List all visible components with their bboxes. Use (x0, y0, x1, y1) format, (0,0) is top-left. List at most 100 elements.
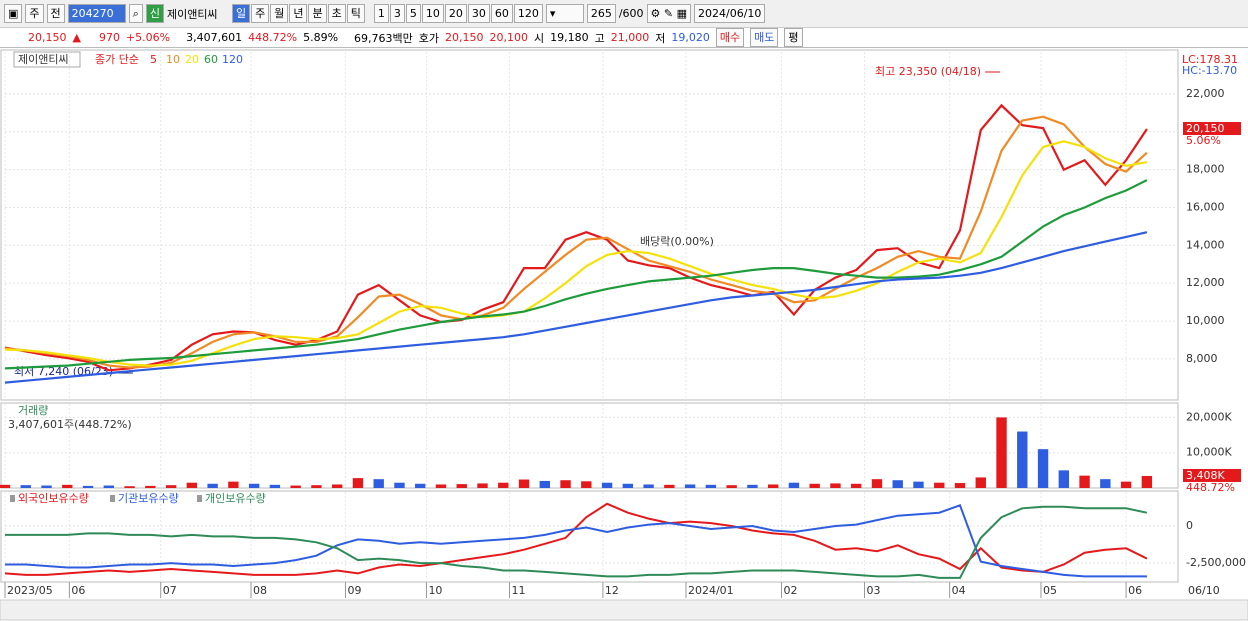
buy-button[interactable]: 매수 (715, 28, 745, 47)
amount: 69,763백만 (354, 31, 413, 45)
x-tick-label: 04 (952, 584, 966, 597)
sell-button[interactable]: 매도 (750, 28, 779, 47)
volume-bar (975, 477, 986, 488)
legend-name: 제이앤티씨 (18, 53, 69, 66)
volume-bar (456, 484, 467, 488)
interval-group: 1 3 5 10 20 30 60 120 (373, 4, 543, 23)
volume-bar (726, 485, 737, 488)
badge: 신 (145, 4, 164, 23)
interval-button[interactable]: 30 (467, 4, 490, 23)
search-icon[interactable]: ⌕ (128, 4, 143, 23)
volume-bar (1037, 449, 1049, 488)
count-max: /600 (618, 7, 644, 20)
interval-button[interactable]: 1 (373, 4, 389, 23)
hc-label: HC:-13.70 (1182, 64, 1237, 77)
bid: 20,100 (489, 31, 529, 44)
volume-bar (82, 485, 94, 488)
volume-bar (165, 485, 177, 488)
volume-bar (145, 485, 156, 488)
interval-button[interactable]: 60 (490, 4, 513, 23)
volume-bar (809, 483, 820, 488)
interval-button[interactable]: 5 (405, 4, 421, 23)
value-tag-bg (1183, 468, 1241, 482)
legend-label: 20 (185, 53, 199, 66)
volume-bar (934, 482, 945, 488)
interval-button[interactable]: 3 (389, 4, 405, 23)
volume-bar (103, 485, 114, 488)
volume-bar (248, 483, 260, 488)
menu-icon[interactable]: ▣ (4, 4, 23, 23)
volume-subtitle: 3,407,601주(448.72%) (8, 418, 132, 431)
rate: +5.06% (125, 31, 171, 44)
volume-bar (767, 484, 779, 488)
y-tick-label: 10,000K (1186, 446, 1232, 459)
period-button[interactable]: 월 (270, 4, 289, 23)
price-tag: 20,150 (1186, 122, 1225, 135)
legend-prefix: 종가 단순 (95, 53, 139, 66)
period-button[interactable]: 주 (251, 4, 270, 23)
y-tick-label: 20,000 (1186, 125, 1225, 138)
low-annotation: 최저 7,240 (06/23) (14, 365, 113, 378)
price: 20,150 (28, 31, 67, 44)
series-line (4, 179, 1148, 370)
volume-bar (871, 479, 883, 488)
volume-bar (747, 484, 758, 488)
x-tick-label: 07 (163, 584, 177, 597)
volume-bar (290, 485, 301, 488)
legend-label: 외국인보유수량 (18, 492, 89, 505)
period-button[interactable]: 일 (231, 4, 251, 23)
avg-button[interactable]: 평 (784, 28, 803, 47)
volume-bar (41, 485, 52, 488)
legend-swatch (110, 495, 115, 502)
volume-bar (581, 481, 592, 488)
series-line (5, 504, 1147, 578)
y-tick-label: 14,000 (1186, 238, 1225, 251)
dropdown[interactable]: ▾ (545, 4, 584, 23)
volume-bar (851, 483, 862, 488)
y-tick-label: 12,000 (1186, 276, 1225, 289)
volume-title: 거래량 (18, 404, 48, 417)
change: 970 (98, 31, 120, 44)
volume-bar (62, 484, 73, 488)
interval-button[interactable]: 120 (513, 4, 543, 23)
period-button[interactable]: 틱 (346, 4, 365, 23)
rate-tag: 448.72% (1186, 481, 1235, 494)
interval-button[interactable]: 20 (444, 4, 467, 23)
volume-bar (352, 478, 364, 488)
count[interactable]: 265 (586, 4, 616, 23)
volume-bar (311, 485, 322, 488)
low-label: 저 (655, 31, 666, 45)
volume-bar (435, 484, 447, 488)
period-button[interactable]: 년 (289, 4, 308, 23)
volume-bar (124, 486, 135, 488)
period-button[interactable]: 초 (327, 4, 346, 23)
code-input[interactable]: 204270 (67, 4, 126, 23)
date-input[interactable]: 2024/06/10 (694, 4, 766, 23)
legend-swatch (197, 495, 202, 502)
series-line (4, 140, 1148, 367)
prev-button[interactable]: 전 (46, 4, 65, 23)
holdings-frame (0, 490, 1179, 583)
x-tick-label: 08 (253, 584, 267, 597)
series-line (5, 505, 1148, 579)
period-button[interactable]: 분 (308, 4, 327, 23)
x-tick-label: 2024/01 (688, 584, 734, 597)
stock-name: 제이앤티씨 (166, 7, 218, 21)
volume-bar (996, 417, 1007, 488)
y-tick-label: 22,000 (1186, 87, 1225, 100)
volume-bar (1100, 479, 1111, 488)
tool-icons[interactable]: ⚙ ✎ ▦ (646, 4, 691, 23)
interval-button[interactable]: 10 (421, 4, 444, 23)
x-tick-label: 03 (867, 584, 881, 597)
volume-bar (830, 483, 841, 488)
y-tick-label: 18,000 (1186, 163, 1225, 176)
volume-bar (373, 479, 384, 488)
market-select[interactable]: 주 (25, 4, 44, 23)
series-line (4, 115, 1148, 369)
legend-label: 120 (222, 53, 243, 66)
volume-bar (186, 482, 198, 488)
volume-bar (477, 483, 488, 488)
